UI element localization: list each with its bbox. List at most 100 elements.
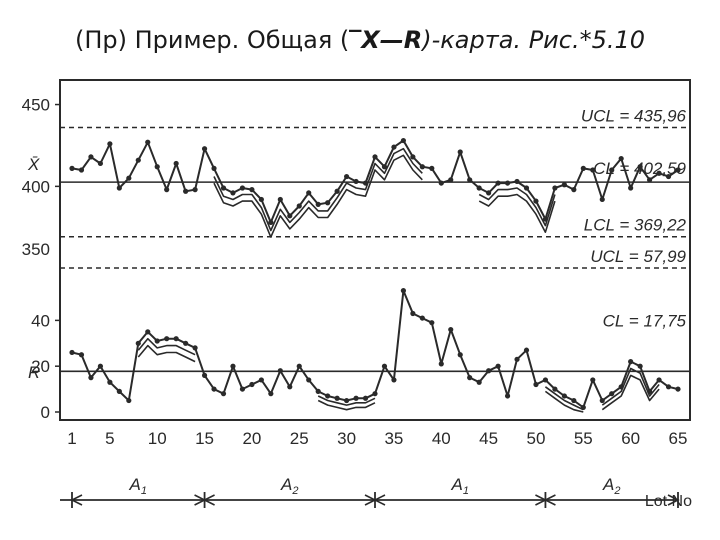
xbar-series-0-point-33 [372,154,378,160]
xbar-y-tick-label-0: 400 [22,177,50,196]
x-tick-label-35: 35 [384,429,403,448]
r-series-0-point-17 [220,391,227,397]
r-series-0-point-16 [211,386,217,392]
xbar-series-0-point-47 [504,180,511,186]
r-series-0-point-56 [590,377,596,383]
r-series-2-line [137,344,660,413]
xbar-series-0-point-50 [533,198,539,204]
r-series-0-point-54 [571,397,577,404]
xbar-series-0-point-59 [618,155,624,162]
r-series-0-point-33 [372,391,378,397]
xbar-series-0-point-20 [249,187,255,193]
xbar-series-0-point-19 [239,185,246,191]
xbar-series-0-point-16 [211,165,217,171]
x-tick-label-15: 15 [195,429,214,448]
x-tick-label-45: 45 [479,429,498,448]
x-tick-label-1: 1 [67,429,76,448]
r-series-0-point-45 [486,368,492,374]
r-series-0-point-34 [381,363,388,369]
xbar-series-0-point-4 [97,160,104,167]
r-series-0-point-35 [391,377,397,383]
r-series-0-point-49 [523,347,530,353]
x-tick-label-60: 60 [621,429,640,448]
xbar-series-0-point-9 [145,139,151,145]
r-series-0-point-53 [561,393,567,399]
xbar-series-0-point-63 [656,170,662,176]
r-axis-label: R [28,363,40,382]
r-series-0-point-44 [476,379,482,385]
xbar-series-0-point-28 [325,200,331,206]
xbar-series-0-point-22 [268,219,274,225]
segment-1-subscript: 2 [291,485,298,497]
r-series-0-point-4 [97,363,104,369]
r-series-0-point-58 [609,391,615,397]
xbar-series-0-point-54 [571,187,577,193]
xbar-series-0-point-18 [230,190,236,196]
r-series-0-point-46 [495,363,501,369]
r-series-0-point-25 [296,363,302,369]
xbar-series-0-point-52 [552,185,558,191]
title-r-symbol: R [403,26,423,54]
xbar-series-0-point-2 [78,167,85,173]
xbar-series-0-point-21 [258,196,264,203]
xbar-series-0-point-38 [419,164,425,170]
xbar-series-0-point-14 [192,187,198,193]
xbar-series-0-point-1 [69,165,75,171]
xbar-series-0-point-12 [173,160,179,167]
xbar-ucl-label: UCL = 435,96 [581,107,687,126]
xbar-series-0-point-60 [628,185,634,191]
r-series-0-point-6 [116,388,122,394]
segment-3-subscript: 2 [613,485,620,497]
r-series-0-point-12 [173,336,179,342]
segment-1-label: A2 [280,475,298,497]
xbar-series-0-point-57 [599,196,605,203]
r-series-0-point-3 [88,375,94,381]
x-tick-label-40: 40 [432,429,451,448]
slide-title: (Пр) Пример. Общая (‾X—R)-карта. Рис.*5.… [0,26,720,54]
r-series-0-point-27 [315,388,321,394]
x-tick-label-50: 50 [527,429,546,448]
r-series-0-point-39 [429,320,435,326]
r-series-0-point-40 [438,361,444,367]
segment-3-label: A2 [602,475,620,497]
r-series-0-point-15 [201,372,208,378]
xbar-y-tick-label-1: 450 [22,96,50,115]
segment-0-subscript: 1 [141,485,147,497]
xbar-series-0-point-25 [296,203,302,209]
xbar-series-0-point-45 [486,190,492,196]
r-series-0-point-64 [665,384,672,390]
r-series-0-point-9 [145,329,151,335]
control-chart: UCL = 435,96 CL = 402,59 LCL = 369,22 UCL =… [20,70,710,530]
xbar-series-0-point-48 [514,178,520,185]
xbar-series-0-point-3 [88,154,94,160]
r-series-0-point-20 [249,381,255,388]
r-series-0-point-41 [448,326,454,333]
xbar-series-0-point-53 [561,182,567,188]
xbar-series-0-point-36 [400,137,407,144]
title-x-symbol: ‾X [349,26,380,54]
r-series-1-line [137,337,660,411]
xbar-series-0-point-42 [457,149,463,155]
xbar-series-0-point-29 [334,188,340,194]
xbar-series-0-point-7 [126,175,132,181]
r-series-0-point-23 [277,368,283,374]
xbar-series-0-point-10 [154,164,160,170]
xbar-series-0-point-65 [675,167,681,173]
xbar-series-0-point-58 [609,167,615,173]
r-series-0-point-42 [457,352,463,358]
r-series-0-point-37 [410,310,416,317]
xbar-series-0-point-40 [438,180,444,186]
r-series-0-point-47 [504,393,511,399]
xbar-lcl-label: LCL = 369,22 [584,216,687,235]
xbar-series-0-point-26 [306,190,312,196]
xbar-series-0-point-61 [637,164,643,170]
lot-no-label: Lot No [645,493,692,510]
xbar-series-0-point-31 [353,178,359,185]
xbar-series-0-point-44 [476,185,482,191]
r-series-0-point-28 [325,393,331,399]
r-series-0-point-1 [69,349,75,356]
r-y-tick-label-1: 20 [31,357,50,376]
r-series-0-point-13 [183,340,189,346]
